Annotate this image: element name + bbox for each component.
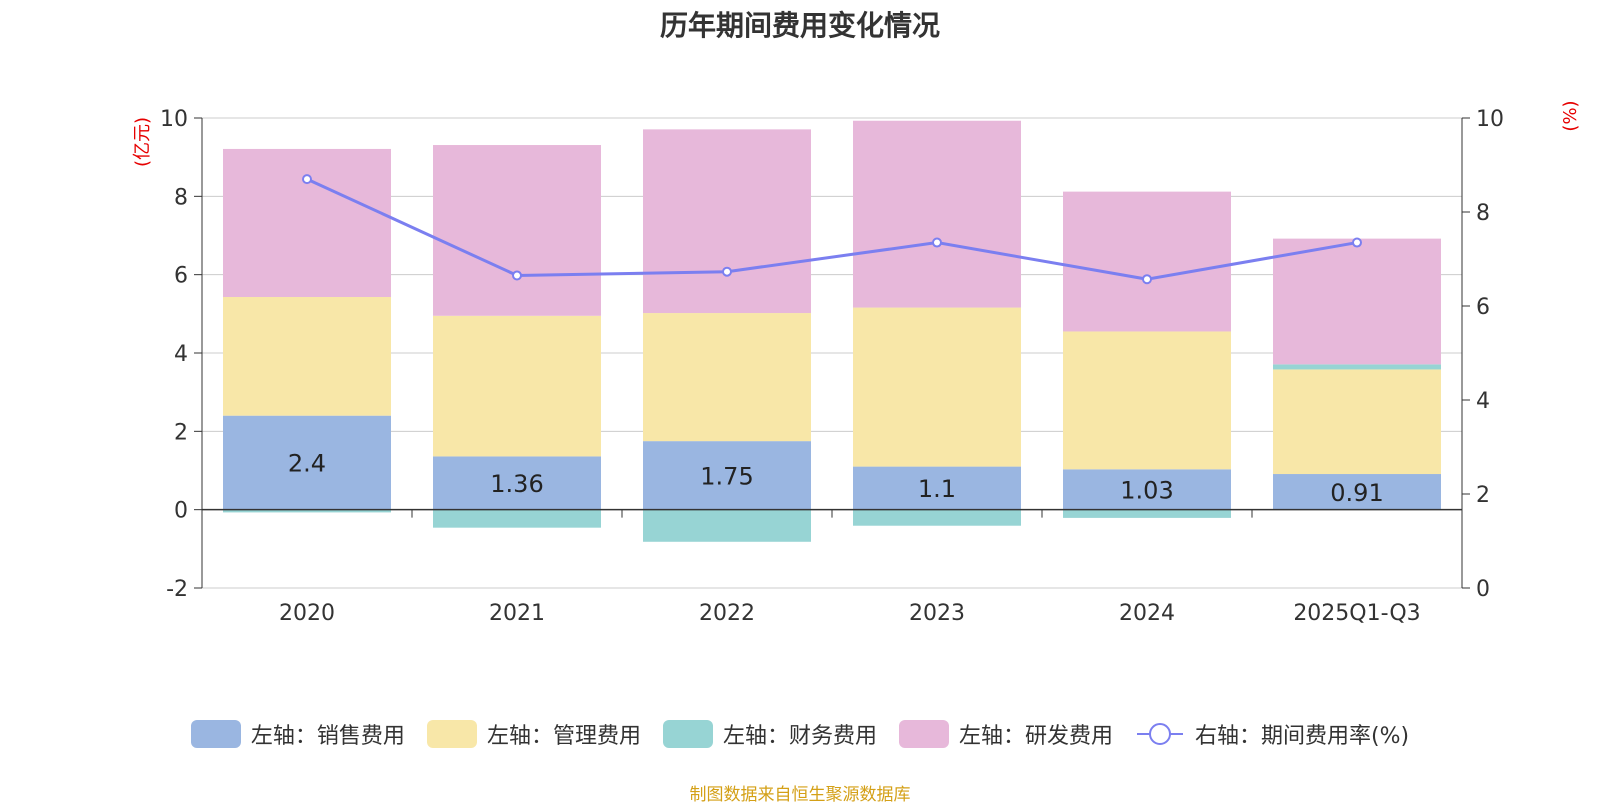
bar-segment — [433, 145, 601, 316]
bar-segment — [1273, 369, 1441, 475]
right-tick-label: 8 — [1476, 201, 1490, 226]
expense-rate-line — [306, 177, 1358, 281]
expense-rate-point — [722, 266, 732, 277]
category-label: 2021 — [489, 601, 545, 626]
legend-label-rd: 左轴：研发费用 — [958, 724, 1113, 749]
bar-segment — [1063, 331, 1231, 470]
legend-swatch-sales — [190, 720, 241, 748]
bar-segment — [433, 509, 601, 528]
category-label: 2024 — [1119, 601, 1175, 626]
right-tick-label: 0 — [1476, 577, 1490, 602]
bar-segment — [223, 148, 391, 297]
left-tick-label: 6 — [174, 264, 188, 289]
left-tick-label: 2 — [174, 420, 188, 445]
legend-item-finance[interactable]: 左轴：财务费用 — [662, 718, 877, 750]
bar-segment — [1273, 364, 1441, 370]
bar-segment — [223, 509, 391, 513]
left-tick-label: 10 — [160, 107, 188, 132]
bar-segment — [1063, 509, 1231, 518]
expense-rate-point — [302, 174, 312, 185]
bar-data-label: 0.91 — [1330, 479, 1383, 507]
bar-data-label: 1.75 — [700, 462, 753, 490]
legend-label-expense-rate: 右轴：期间费用率(%) — [1194, 724, 1410, 749]
legend-swatch-admin — [426, 720, 477, 748]
bar-segment — [643, 129, 811, 314]
left-tick-label: -2 — [166, 577, 188, 602]
expense-rate-point — [932, 237, 942, 248]
bar-segment — [643, 313, 811, 442]
left-tick-label: 8 — [174, 185, 188, 210]
right-tick-label: 10 — [1476, 107, 1504, 132]
legend-label-admin: 左轴：管理费用 — [486, 724, 641, 749]
bar-data-label: 1.03 — [1120, 476, 1173, 504]
bar-segment — [223, 415, 391, 510]
bar-segment — [1063, 191, 1231, 332]
bar-segment — [853, 307, 1021, 467]
category-label: 2022 — [699, 601, 755, 626]
legend-swatch-finance — [662, 720, 713, 748]
right-tick-label: 2 — [1476, 483, 1490, 508]
left-tick-label: 0 — [174, 499, 188, 524]
legend-item-expense-rate[interactable]: 右轴：期间费用率(%) — [1135, 718, 1409, 750]
chart-title: 历年期间费用变化情况 — [659, 9, 940, 42]
chart-plot: -2 0 2 4 6 8 10 0 2 4 6 8 10 (亿元) (%) 2.4 1.36 1.75 1.1 1.0… — [132, 100, 1581, 626]
category-label: 2023 — [909, 601, 965, 626]
bar-segment — [433, 315, 601, 457]
category-label: 2025Q1-Q3 — [1293, 601, 1420, 626]
right-tick-label: 4 — [1476, 389, 1490, 414]
right-tick-label: 6 — [1476, 295, 1490, 320]
bar-segment — [1273, 238, 1441, 365]
expense-rate-point — [1142, 274, 1152, 285]
bar-segment — [853, 509, 1021, 526]
legend-label-finance: 左轴：财务费用 — [722, 724, 877, 749]
bar-segment — [853, 466, 1021, 510]
category-label: 2020 — [279, 601, 335, 626]
bar-segment — [433, 456, 601, 510]
legend-item-admin[interactable]: 左轴：管理费用 — [426, 718, 641, 750]
legend-item-sales[interactable]: 左轴：销售费用 — [190, 718, 405, 750]
bar-data-label: 1.1 — [918, 475, 956, 503]
bar-data-label: 2.4 — [288, 450, 326, 478]
bar-segment — [1273, 474, 1441, 510]
bar-segment — [1063, 469, 1231, 510]
bar-segment — [643, 441, 811, 510]
expense-rate-point — [1352, 237, 1362, 248]
left-axis-unit: (亿元) — [132, 117, 153, 167]
source-note: 制图数据来自恒生聚源数据库 — [689, 785, 911, 805]
bar-data-label: 1.36 — [490, 470, 543, 498]
expense-rate-point — [512, 270, 522, 281]
legend-swatch-rd — [898, 720, 949, 748]
right-axis-unit: (%) — [1560, 100, 1581, 131]
bar-segment — [643, 509, 811, 542]
legend-label-sales: 左轴：销售费用 — [250, 724, 405, 749]
legend-line-icon — [1136, 723, 1183, 745]
bar-segment — [223, 296, 391, 416]
left-tick-label: 4 — [174, 342, 188, 367]
legend: 左轴：销售费用 左轴：管理费用 左轴：财务费用 左轴：研发费用 右轴：期间费用率… — [0, 718, 1600, 750]
bar-segment — [853, 120, 1021, 308]
legend-item-rd[interactable]: 左轴：研发费用 — [898, 718, 1113, 750]
